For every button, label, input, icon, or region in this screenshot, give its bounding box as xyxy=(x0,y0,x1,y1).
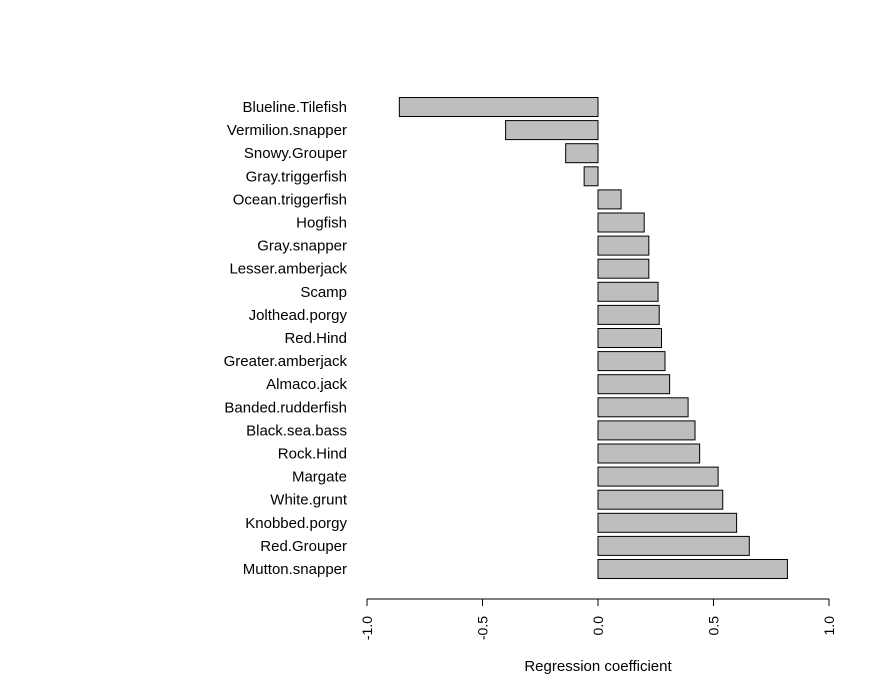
category-label: Lesser.amberjack xyxy=(229,261,347,278)
bar-gray-triggerfish xyxy=(583,166,599,187)
category-label: Red.Hind xyxy=(284,330,347,347)
bar-red-hind xyxy=(597,328,663,348)
bar-black-sea-bass xyxy=(597,420,696,441)
category-label: Mutton.snapper xyxy=(243,561,347,578)
bar-hogfish xyxy=(597,212,645,233)
category-label: Greater.amberjack xyxy=(224,353,348,370)
x-tick-label: -1.0 xyxy=(359,616,375,640)
category-label: Almaco.jack xyxy=(266,376,347,393)
bar-margate xyxy=(597,466,719,487)
category-labels: Blueline.Tilefish Vermilion.snapper Snowy.… xyxy=(224,99,348,578)
category-label: Vermilion.snapper xyxy=(227,122,347,139)
bar-snowy-grouper xyxy=(565,143,599,164)
category-label: Jolthead.porgy xyxy=(249,307,348,324)
category-label: Hogfish xyxy=(296,215,347,232)
x-tick-label: 0.5 xyxy=(706,616,722,636)
category-label: Black.sea.bass xyxy=(246,422,347,439)
bar-white-grunt xyxy=(597,489,724,510)
bar-red-grouper xyxy=(597,535,750,556)
bar-vermilion-snapper xyxy=(505,120,599,141)
category-label: White.grunt xyxy=(270,492,348,509)
category-label: Knobbed.porgy xyxy=(245,515,347,532)
category-label: Rock.Hind xyxy=(278,446,347,463)
category-label: Blueline.Tilefish xyxy=(243,99,348,116)
category-label: Banded.rudderfish xyxy=(224,399,347,416)
x-axis-title: Regression coefficient xyxy=(524,658,672,675)
bar-banded-rudderfish xyxy=(597,397,689,418)
bar-scamp xyxy=(597,281,659,302)
bar-greater-amberjack xyxy=(597,351,666,372)
bar-ocean-triggerfish xyxy=(597,189,622,210)
x-tick-label: -0.5 xyxy=(475,616,491,640)
bar-mutton-snapper xyxy=(597,559,788,579)
bar-gray-snapper xyxy=(597,235,650,256)
x-tick-label: 1.0 xyxy=(821,616,837,636)
x-axis: -1.0 -0.5 0.0 0.5 1.0 xyxy=(359,598,837,640)
category-label: Snowy.Grouper xyxy=(244,145,347,162)
bar-almaco-jack xyxy=(597,374,671,395)
x-tick-label: 0.0 xyxy=(590,616,606,636)
category-label: Scamp xyxy=(300,284,347,301)
category-label: Gray.triggerfish xyxy=(246,168,347,185)
category-label: Margate xyxy=(292,469,347,486)
bar-lesser-amberjack xyxy=(597,258,650,279)
category-label: Red.Grouper xyxy=(260,538,347,555)
category-label: Gray.snapper xyxy=(257,238,347,255)
bars-group xyxy=(398,97,788,579)
category-label: Ocean.triggerfish xyxy=(233,191,347,208)
bar-jolthead-porgy xyxy=(597,304,660,325)
bar-rock-hind xyxy=(597,443,701,464)
bar-knobbed-porgy xyxy=(597,512,738,533)
bar-blueline-tilefish xyxy=(398,97,599,117)
